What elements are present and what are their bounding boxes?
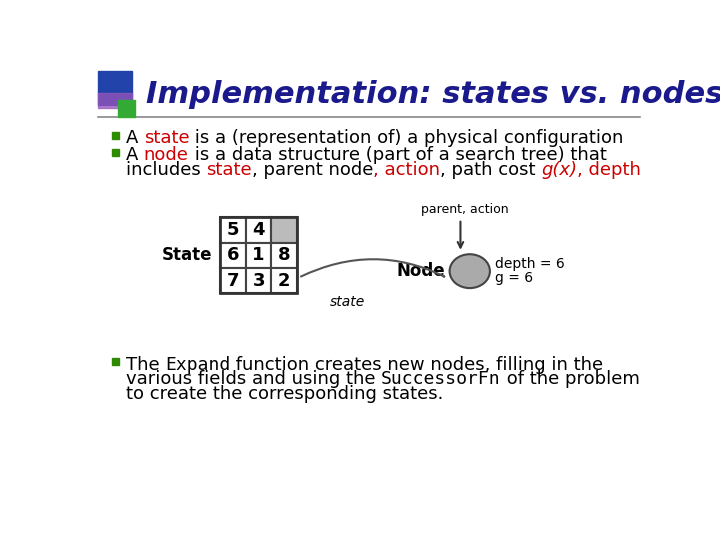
Text: 1: 1 [252, 246, 265, 265]
Text: , action: , action [373, 161, 440, 179]
Text: , depth: , depth [577, 161, 642, 179]
Text: state: state [144, 130, 189, 147]
Bar [220, 242, 246, 268]
Ellipse shape [449, 254, 490, 288]
Text: Expand: Expand [165, 356, 230, 374]
Bar [220, 217, 297, 294]
Text: g = 6: g = 6 [495, 271, 533, 285]
Bar [118, 100, 135, 117]
Text: 8: 8 [278, 246, 290, 265]
Text: parent, action: parent, action [420, 204, 508, 217]
Bar [271, 217, 297, 242]
Text: A: A [126, 146, 144, 164]
Text: node: node [144, 146, 189, 164]
Bar [98, 92, 132, 108]
Text: function creates new nodes, filling in the: function creates new nodes, filling in t… [230, 356, 603, 374]
Text: 3: 3 [252, 272, 265, 290]
Text: Node: Node [396, 262, 445, 280]
Text: g(x): g(x) [541, 161, 577, 179]
Bar [112, 148, 119, 156]
Bar [271, 268, 297, 294]
Text: , parent node: , parent node [252, 161, 373, 179]
FancyArrowPatch shape [301, 259, 444, 276]
Text: state: state [206, 161, 252, 179]
Bar [98, 71, 132, 105]
Text: various fields and using the: various fields and using the [126, 370, 381, 388]
Text: 4: 4 [252, 221, 265, 239]
Bar [246, 242, 271, 268]
Bar [220, 217, 246, 242]
Bar [271, 242, 297, 268]
Text: 2: 2 [278, 272, 290, 290]
Text: The: The [126, 356, 165, 374]
Text: depth = 6: depth = 6 [495, 257, 564, 271]
Text: 7: 7 [227, 272, 239, 290]
Text: state: state [330, 295, 365, 309]
Bar [246, 268, 271, 294]
Text: to create the corresponding states.: to create the corresponding states. [126, 385, 443, 403]
Text: is a data structure (part of a search tree) that: is a data structure (part of a search tr… [189, 146, 606, 164]
Text: is a (representation of) a physical configuration: is a (representation of) a physical conf… [189, 130, 624, 147]
Bar [220, 268, 246, 294]
Bar [246, 217, 271, 242]
Text: SuccessorFn: SuccessorFn [381, 370, 500, 388]
Text: includes: includes [126, 161, 206, 179]
Text: State: State [162, 246, 212, 265]
Text: of the problem: of the problem [500, 370, 639, 388]
Text: 6: 6 [227, 246, 239, 265]
Text: A: A [126, 130, 144, 147]
Text: , path cost: , path cost [440, 161, 541, 179]
Bar [112, 358, 119, 365]
Text: 5: 5 [227, 221, 239, 239]
Bar [112, 132, 119, 139]
Text: Implementation: states vs. nodes: Implementation: states vs. nodes [145, 79, 720, 109]
